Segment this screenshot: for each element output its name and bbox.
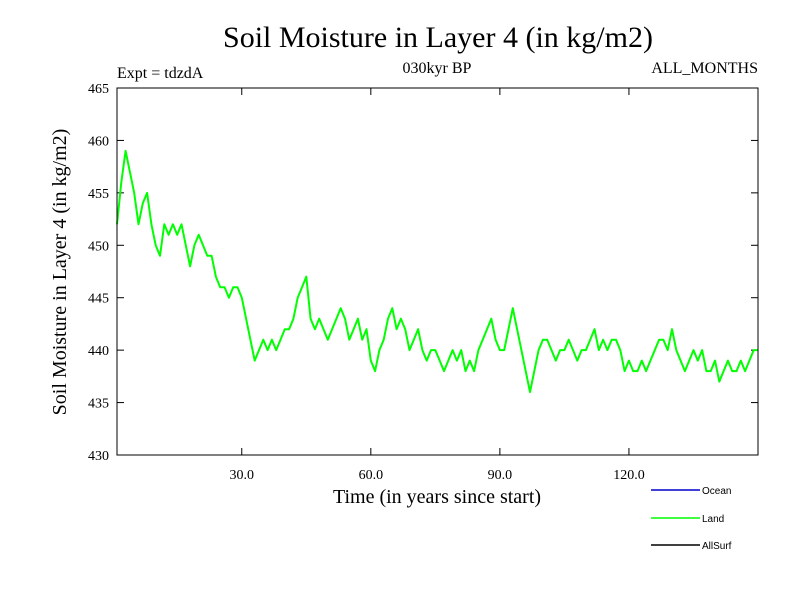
plot-frame	[116, 87, 759, 456]
x-axis-ticks: 30.0 60.0 90.0 120.0	[230, 88, 645, 483]
x-axis-label: Time (in years since start)	[333, 486, 541, 508]
chart-title: Soil Moisture in Layer 4 (in kg/m2)	[223, 21, 653, 54]
legend-label-land: Land	[702, 514, 724, 525]
legend-label-ocean: Ocean	[702, 486, 731, 497]
experiment-label: Expt = tdzdA	[117, 65, 204, 82]
y-tick-label: 455	[88, 187, 109, 202]
x-tick-label: 120.0	[613, 468, 645, 483]
x-tick-label: 90.0	[488, 468, 513, 483]
x-tick-label: 30.0	[230, 468, 255, 483]
months-label: ALL_MONTHS	[651, 60, 758, 77]
y-axis-ticks: 430 435 440 445 450 455 460 465	[88, 82, 758, 464]
series-line-land	[116, 149, 758, 394]
y-tick-label: 445	[88, 292, 109, 307]
x-tick-label: 60.0	[359, 468, 384, 483]
y-tick-label: 465	[88, 82, 109, 97]
y-tick-label: 450	[88, 239, 109, 254]
y-tick-label: 430	[88, 449, 109, 464]
y-tick-label: 440	[88, 344, 109, 359]
y-axis-label: Soil Moisture in Layer 4 (in kg/m2)	[49, 129, 71, 416]
legend-label-allsurf: AllSurf	[702, 541, 732, 552]
y-tick-label: 460	[88, 134, 109, 149]
legend: Ocean Land AllSurf	[651, 486, 732, 552]
y-tick-label: 435	[88, 397, 109, 412]
series-layer	[116, 149, 758, 394]
chart-subtitle: 030kyr BP	[403, 60, 472, 77]
